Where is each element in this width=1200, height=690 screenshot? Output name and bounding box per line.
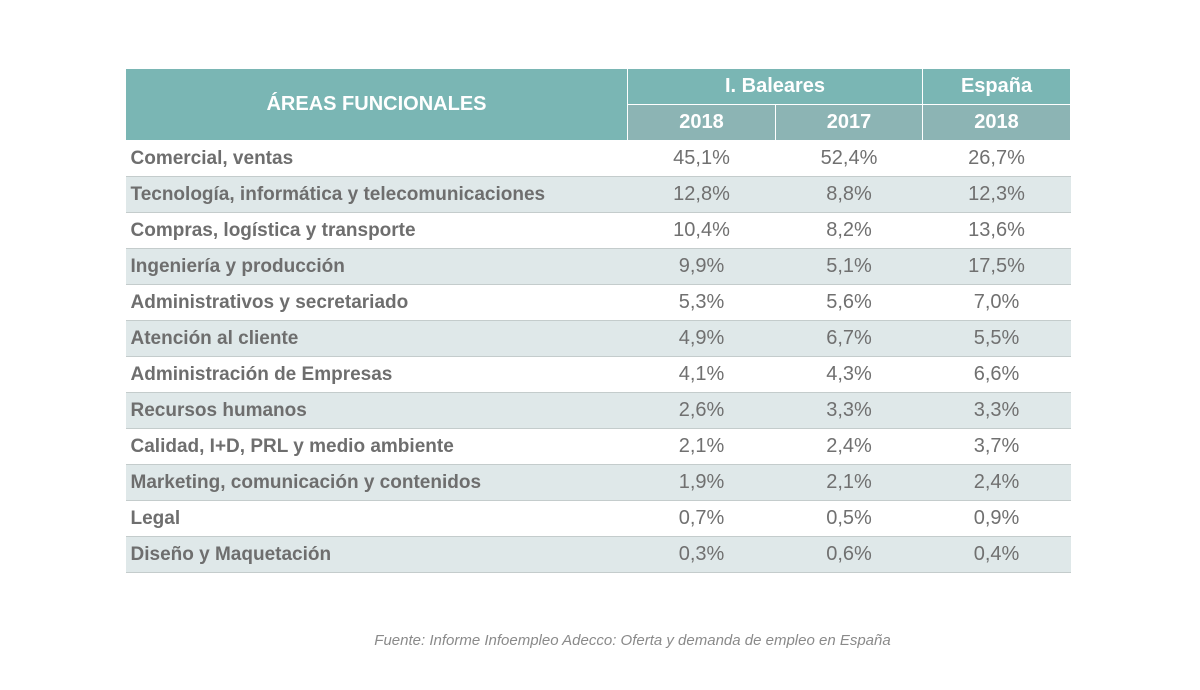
row-label: Tecnología, informática y telecomunicaci…: [125, 176, 628, 213]
cell-value: 45,1%: [627, 140, 776, 177]
header-areas-funcionales: ÁREAS FUNCIONALES: [125, 68, 628, 141]
cell-value: 2,4%: [775, 428, 923, 465]
cell-value: 17,5%: [922, 248, 1071, 285]
cell-value: 12,8%: [627, 176, 776, 213]
table-row: Tecnología, informática y telecomunicaci…: [125, 176, 1071, 213]
header-year-baleares-2018: 2018: [627, 104, 776, 141]
cell-value: 0,4%: [922, 536, 1071, 573]
row-label: Administración de Empresas: [125, 356, 628, 393]
row-label: Legal: [125, 500, 628, 537]
cell-value: 6,7%: [775, 320, 923, 357]
cell-value: 8,8%: [775, 176, 923, 213]
cell-value: 8,2%: [775, 212, 923, 249]
cell-value: 3,7%: [922, 428, 1071, 465]
header-group-baleares: I. Baleares: [626, 68, 924, 105]
header-year-baleares-2017: 2017: [774, 104, 924, 141]
table-row: Compras, logística y transporte 10,4% 8,2%…: [125, 212, 1071, 249]
cell-value: 0,5%: [775, 500, 923, 537]
cell-value: 3,3%: [922, 392, 1071, 429]
row-label: Diseño y Maquetación: [125, 536, 628, 573]
cell-value: 0,9%: [922, 500, 1071, 537]
table-row: Atención al cliente 4,9% 6,7% 5,5%: [125, 320, 1071, 357]
row-label: Comercial, ventas: [125, 140, 628, 177]
cell-value: 4,1%: [627, 356, 776, 393]
cell-value: 0,6%: [775, 536, 923, 573]
cell-value: 4,3%: [775, 356, 923, 393]
row-label: Marketing, comunicación y contenidos: [125, 464, 628, 501]
row-label: Recursos humanos: [125, 392, 628, 429]
table-row: Comercial, ventas 45,1% 52,4% 26,7%: [125, 140, 1071, 177]
cell-value: 9,9%: [627, 248, 776, 285]
cell-value: 5,1%: [775, 248, 923, 285]
cell-value: 2,1%: [775, 464, 923, 501]
table-row: Marketing, comunicación y contenidos 1,9%…: [125, 464, 1071, 501]
cell-value: 2,4%: [922, 464, 1071, 501]
table-row: Diseño y Maquetación 0,3% 0,6% 0,4%: [125, 536, 1071, 573]
cell-value: 26,7%: [922, 140, 1071, 177]
row-label: Compras, logística y transporte: [125, 212, 628, 249]
cell-value: 5,3%: [627, 284, 776, 321]
header-group-espana: España: [922, 68, 1072, 105]
table-body: Comercial, ventas 45,1% 52,4% 26,7% Tecnolog…: [125, 140, 1071, 573]
cell-value: 7,0%: [922, 284, 1071, 321]
table-row: Calidad, I+D, PRL y medio ambiente 2,1% 2,…: [125, 428, 1071, 465]
table-row: Administración de Empresas 4,1% 4,3% 6,6%: [125, 356, 1071, 393]
table-row: Recursos humanos 2,6% 3,3% 3,3%: [125, 392, 1071, 429]
cell-value: 6,6%: [922, 356, 1071, 393]
row-label: Atención al cliente: [125, 320, 628, 357]
row-label: Calidad, I+D, PRL y medio ambiente: [125, 428, 628, 465]
cell-value: 0,3%: [627, 536, 776, 573]
cell-value: 3,3%: [775, 392, 923, 429]
row-label: Ingeniería y producción: [125, 248, 628, 285]
cell-value: 5,5%: [922, 320, 1071, 357]
cell-value: 12,3%: [922, 176, 1071, 213]
row-label: Administrativos y secretariado: [125, 284, 628, 321]
cell-value: 1,9%: [627, 464, 776, 501]
cell-value: 13,6%: [922, 212, 1071, 249]
cell-value: 2,1%: [627, 428, 776, 465]
functional-areas-table: ÁREAS FUNCIONALES I. Baleares España 201…: [125, 68, 1072, 573]
header-year-espana-2018: 2018: [922, 104, 1072, 141]
source-caption: Fuente: Informe Infoempleo Adecco: Ofert…: [374, 632, 891, 649]
cell-value: 0,7%: [627, 500, 776, 537]
cell-value: 10,4%: [627, 212, 776, 249]
cell-value: 2,6%: [627, 392, 776, 429]
table-row: Ingeniería y producción 9,9% 5,1% 17,5%: [125, 248, 1071, 285]
cell-value: 5,6%: [775, 284, 923, 321]
cell-value: 4,9%: [627, 320, 776, 357]
table-row: Legal 0,7% 0,5% 0,9%: [125, 500, 1071, 537]
table-row: Administrativos y secretariado 5,3% 5,6% 7,…: [125, 284, 1071, 321]
cell-value: 52,4%: [775, 140, 923, 177]
